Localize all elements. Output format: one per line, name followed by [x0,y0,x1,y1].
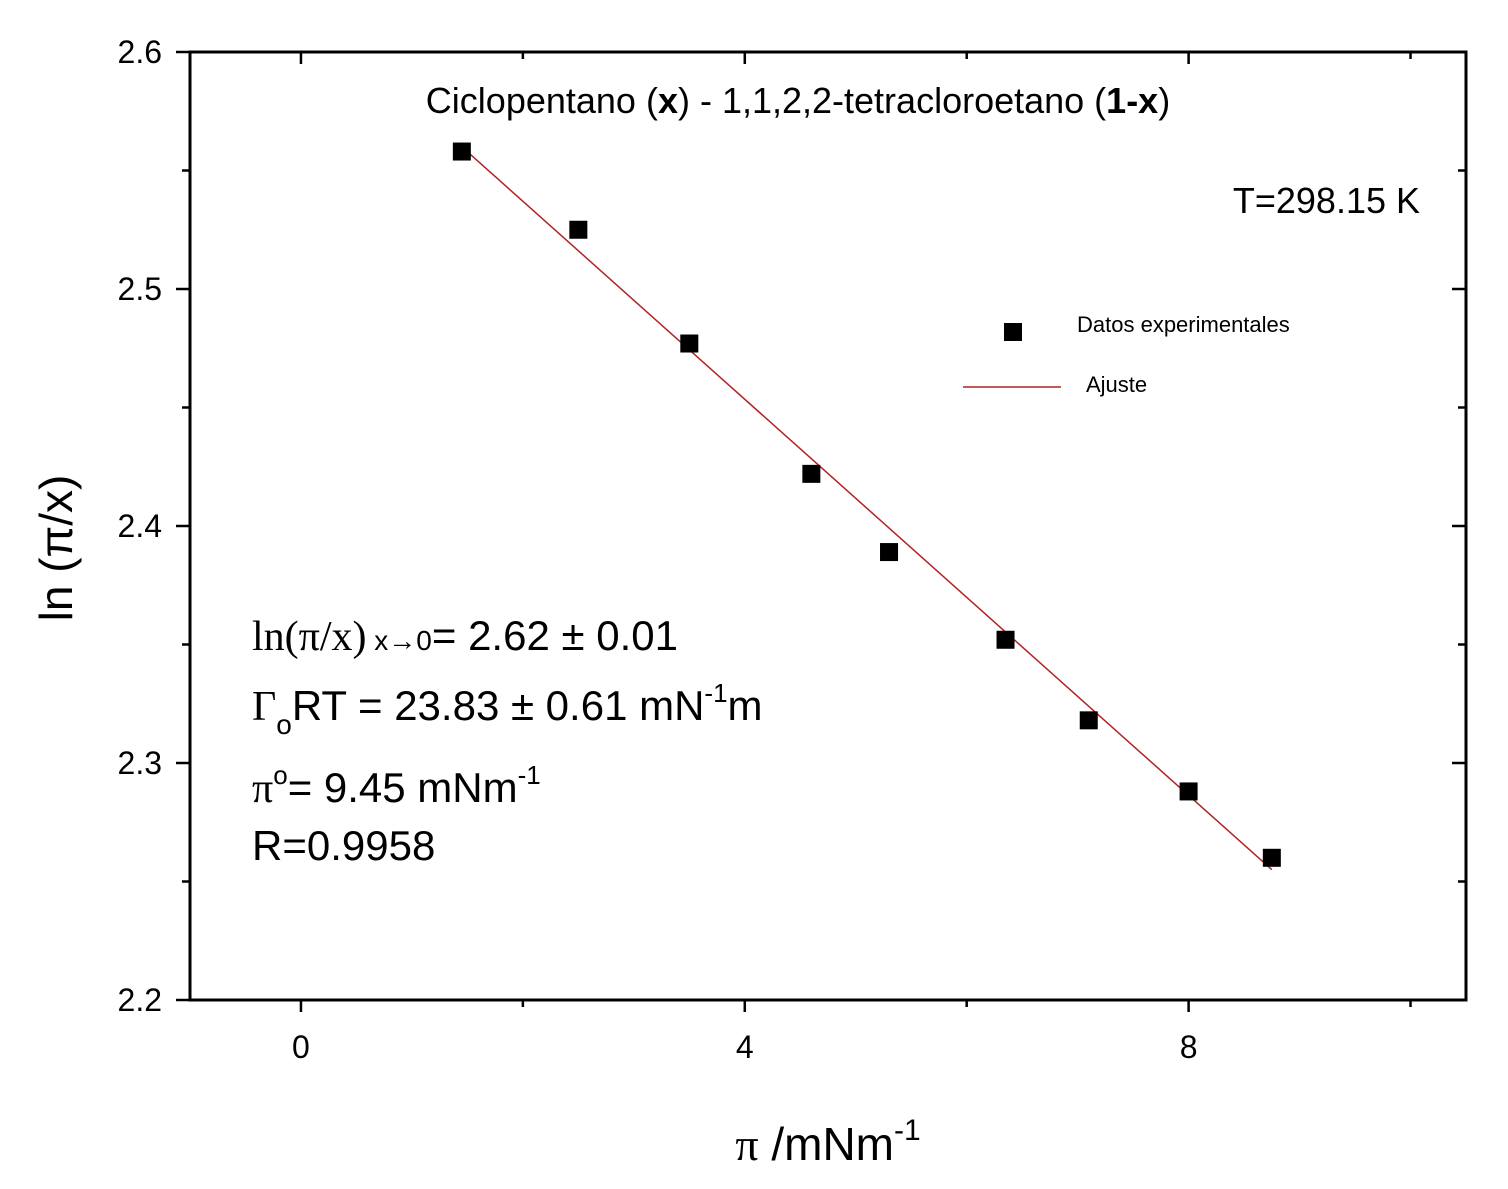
axis-ticks [176,50,1466,1012]
annotation-gamma: ΓoRT = 23.83 ± 0.61 mN-1m [252,678,763,740]
y-tick-label: 2.4 [118,508,162,544]
tick-labels: 0 4 8 2.2 2.3 2.4 2.5 2.6 [118,34,1198,1065]
y-tick-label: 2.2 [118,982,162,1018]
data-point [680,334,699,353]
chart-title-part: Ciclopentano ( [426,80,658,121]
x-axis-title: π /mNm-1 [735,1114,920,1170]
chart-title-part: 1-x [1106,80,1158,121]
data-point [569,220,588,239]
legend-label-points: Datos experimentales [1077,312,1290,337]
legend-label-fit: Ajuste [1086,372,1147,397]
x-tick-label: 0 [292,1029,310,1065]
data-point [880,543,899,562]
data-point [802,464,821,483]
data-point [1079,711,1098,730]
temperature-label: T=298.15 K [1233,180,1420,221]
y-tick-label: 2.6 [118,34,162,70]
data-points [452,142,1281,867]
data-point [1179,782,1198,801]
data-point [452,142,471,161]
chart-title-part: ) - 1,1,2,2-tetracloroetano ( [678,80,1106,121]
y-tick-label: 2.3 [118,745,162,781]
chart-title-part: x [658,80,678,121]
legend: Datos experimentales Ajuste [963,312,1290,397]
annotation-r: R=0.9958 [252,822,435,869]
data-point [1262,848,1281,867]
x-tick-label: 4 [736,1029,754,1065]
data-point [996,630,1015,649]
fit-line [461,146,1273,871]
x-tick-label: 8 [1180,1029,1198,1065]
annotation-pi-zero: πo= 9.45 mNm-1 [252,760,541,812]
chart-title-part: ) [1158,80,1170,121]
annotation-intercept: ln(π/x) x→0= 2.62 ± 0.01 [252,612,678,660]
chart-title: Ciclopentano (x) - 1,1,2,2-tetracloroeta… [426,80,1170,121]
legend-marker-points [1004,323,1022,341]
y-axis-title: ln (π/x) [30,475,82,622]
y-tick-label: 2.5 [118,271,162,307]
